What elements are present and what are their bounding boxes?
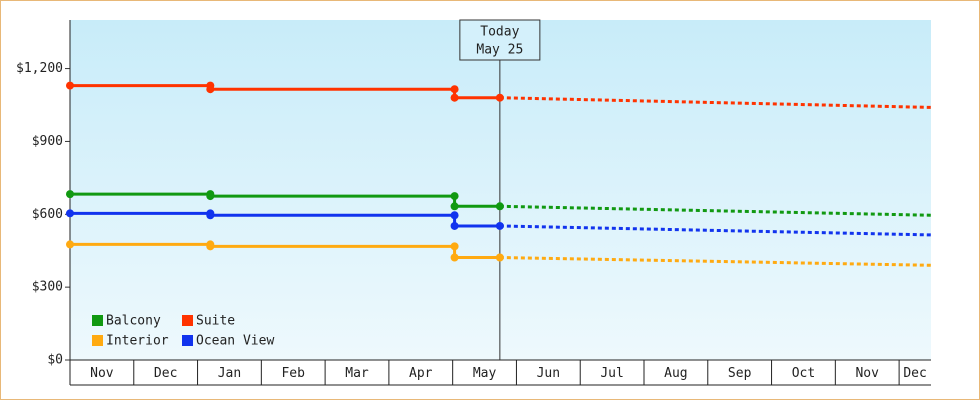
y-tick-label: $1,200 [16,61,63,76]
price-point [206,192,215,201]
price-point [450,93,459,102]
x-tick-label: Sep [728,366,752,381]
today-label: May 25 [476,43,523,58]
legend-label: Interior [106,334,169,349]
legend-swatch [182,335,193,346]
legend-label: Suite [196,314,235,329]
price-point [450,242,459,251]
price-line [70,242,500,260]
legend-swatch [182,315,193,326]
price-point [450,211,459,220]
y-tick-label: $900 [32,134,63,149]
price-point [206,242,215,251]
x-tick-label: Mar [345,366,369,381]
x-tick-label: Jun [537,366,560,381]
x-tick-label: Nov [90,366,114,381]
price-point [66,209,74,218]
price-point [66,190,74,199]
price-point [495,93,504,102]
forecast-line [499,224,932,237]
price-point [495,221,504,230]
price-point [206,85,215,94]
x-tick-label: Nov [855,366,879,381]
x-tick-label: Jan [218,366,241,381]
x-tick-label: May [473,366,497,381]
price-point [66,240,74,249]
price-point [450,202,459,211]
price-point [495,253,504,262]
x-tick-label: Dec [903,366,926,381]
price-point [206,211,215,220]
price-point [450,253,459,262]
price-line [70,192,500,208]
y-tick-label: $0 [47,353,63,368]
legend-swatch [92,335,103,346]
price-point [450,192,459,201]
price-line [70,84,500,100]
y-tick-label: $300 [32,280,63,295]
x-tick-label: Oct [792,366,815,381]
price-point [495,202,504,211]
x-tick-label: Aug [664,366,687,381]
legend-label: Balcony [106,314,161,329]
forecast-line [499,256,932,267]
today-label: Today [480,25,519,40]
legend-label: Ocean View [196,334,274,349]
x-tick-label: Apr [409,366,433,381]
y-tick-label: $600 [32,207,63,222]
price-line [70,211,500,228]
legend-swatch [92,315,103,326]
forecast-line [499,96,932,109]
plot-area [70,20,931,360]
price-point [450,221,459,230]
forecast-line [499,204,932,217]
x-tick-label: Jul [600,366,623,381]
price-point [66,81,74,90]
today-box [459,19,541,61]
x-tick-label: Feb [281,366,305,381]
price-point [450,85,459,94]
x-tick-label: Dec [154,366,177,381]
